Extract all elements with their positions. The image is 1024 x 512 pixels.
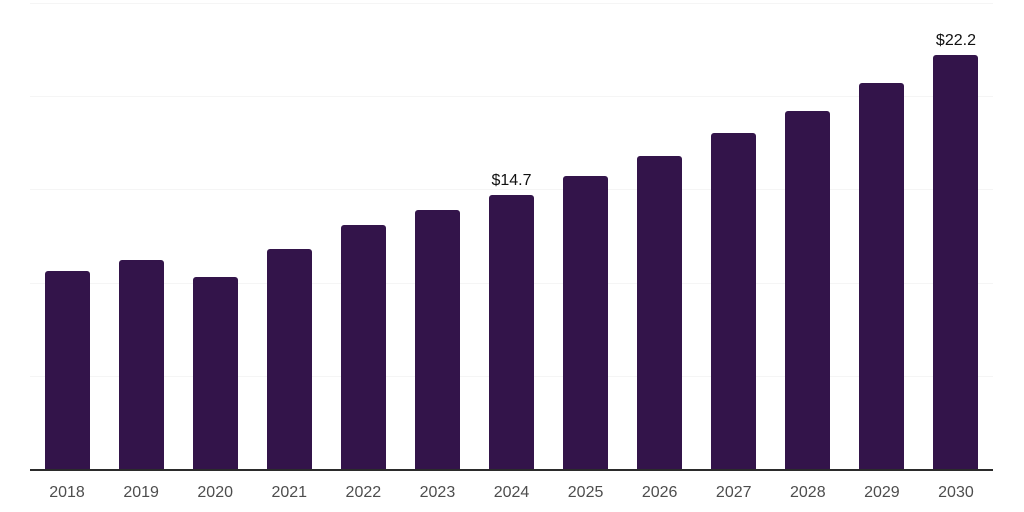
x-tick-label-2019: 2019 (123, 484, 159, 501)
x-tick-label-2029: 2029 (864, 484, 900, 501)
x-tick-label-2030: 2030 (938, 484, 974, 501)
bar-2023 (414, 209, 460, 469)
x-tick-label-2020: 2020 (197, 484, 233, 501)
gridline-20 (30, 96, 993, 98)
x-tick-label-2024: 2024 (493, 484, 530, 501)
x-tick-label-2026: 2026 (641, 484, 678, 501)
bar-2021 (266, 249, 312, 469)
bar-2025 (563, 176, 609, 469)
bar-2026 (637, 155, 683, 469)
bar-2020 (192, 277, 238, 469)
bar-2019 (118, 260, 164, 469)
x-tick-label-2028: 2028 (790, 484, 826, 501)
value-label-2024: $14.7 (491, 171, 532, 189)
value-label-2030: $22.2 (935, 32, 976, 50)
bar-2030 (933, 55, 979, 469)
x-tick-label-2021: 2021 (271, 484, 308, 501)
x-tick-label-2018: 2018 (49, 484, 85, 501)
bar-2024 (489, 194, 534, 469)
bar-2029 (859, 83, 905, 469)
x-axis-line (30, 469, 993, 471)
gridline-15 (30, 189, 993, 191)
x-tick-label-2027: 2027 (715, 484, 752, 501)
x-tick-label-2022: 2022 (345, 484, 382, 501)
x-tick-label-2025: 2025 (567, 484, 604, 501)
bar-2027 (711, 133, 757, 469)
bar-2018 (44, 271, 90, 469)
x-tick-label-2023: 2023 (419, 484, 456, 501)
bar-2022 (340, 224, 386, 469)
bar-2028 (785, 111, 831, 469)
gridline-25 (30, 3, 993, 4)
